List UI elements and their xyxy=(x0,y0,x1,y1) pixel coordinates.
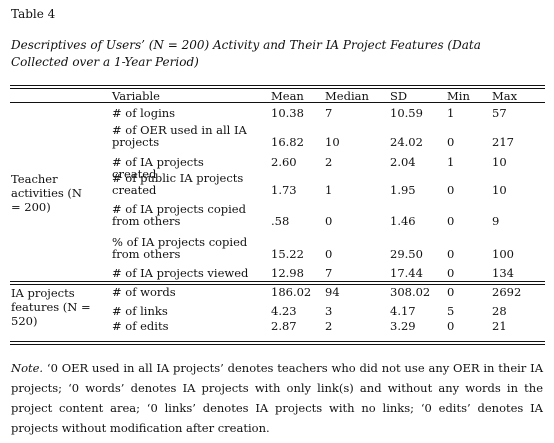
row-mean: 4.23 xyxy=(271,304,297,318)
row-median: 94 xyxy=(325,285,340,299)
row-sd: 308.02 xyxy=(390,285,431,299)
row-mean: 12.98 xyxy=(271,266,304,280)
row-min: 0 xyxy=(447,214,455,228)
row-sd: 2.04 xyxy=(390,155,416,169)
row-max: 100 xyxy=(492,247,514,261)
row-median: 2 xyxy=(325,319,333,333)
row-min: 1 xyxy=(447,106,455,120)
row-max: 217 xyxy=(492,135,514,149)
row-median: 0 xyxy=(325,214,333,228)
row-variable: # of links xyxy=(112,304,168,318)
row-median: 7 xyxy=(325,266,333,280)
row-sd: 3.29 xyxy=(390,319,416,333)
row-min: 0 xyxy=(447,266,455,280)
row-sd: 1.46 xyxy=(390,214,416,228)
row-variable: # of IA projects viewed xyxy=(112,266,249,280)
top-rule xyxy=(10,85,545,89)
row-mean: 15.22 xyxy=(271,247,304,261)
row-min: 0 xyxy=(447,183,455,197)
row-mean: 16.82 xyxy=(271,135,304,149)
row-max: 28 xyxy=(492,304,507,318)
row-mean: 2.87 xyxy=(271,319,297,333)
row-mean: 2.60 xyxy=(271,155,297,169)
row-max: 57 xyxy=(492,106,507,120)
row-variable: # of IA projects copied from others xyxy=(112,202,246,228)
row-sd: 24.02 xyxy=(390,135,423,149)
row-sd: 10.59 xyxy=(390,106,423,120)
group-separator-rule xyxy=(10,281,545,285)
header-variable: Variable xyxy=(112,89,160,103)
row-min: 5 xyxy=(447,304,455,318)
header-median: Median xyxy=(325,89,369,103)
row-min: 0 xyxy=(447,285,455,299)
header-sd: SD xyxy=(390,89,408,103)
group-label-teacher-activities: Teacher activities (N = 200) xyxy=(11,172,82,214)
row-min: 0 xyxy=(447,319,455,333)
header-mean: Mean xyxy=(271,89,304,103)
row-variable: # of logins xyxy=(112,106,176,120)
row-median: 2 xyxy=(325,155,333,169)
row-sd: 1.95 xyxy=(390,183,416,197)
table-note: Note. ‘0 OER used in all IA projects’ de… xyxy=(11,358,543,438)
row-min: 1 xyxy=(447,155,455,169)
note-label: Note. xyxy=(11,361,44,375)
row-mean: .58 xyxy=(271,214,290,228)
row-sd: 29.50 xyxy=(390,247,423,261)
row-median: 1 xyxy=(325,183,333,197)
row-median: 3 xyxy=(325,304,333,318)
row-median: 7 xyxy=(325,106,333,120)
header-max: Max xyxy=(492,89,518,103)
row-median: 10 xyxy=(325,135,340,149)
row-mean: 10.38 xyxy=(271,106,304,120)
row-max: 10 xyxy=(492,155,507,169)
row-mean: 1.73 xyxy=(271,183,297,197)
row-max: 2692 xyxy=(492,285,522,299)
header-min: Min xyxy=(447,89,470,103)
table-caption: Descriptives of Users’ (N = 200) Activit… xyxy=(11,38,481,69)
row-max: 9 xyxy=(492,214,500,228)
bottom-rule xyxy=(10,341,545,345)
group-label-ia-projects-features: IA projects features (N = 520) xyxy=(11,286,91,328)
row-max: 134 xyxy=(492,266,514,280)
row-max: 21 xyxy=(492,319,507,333)
row-sd: 4.17 xyxy=(390,304,416,318)
row-variable: # of public IA projects created xyxy=(112,171,244,197)
row-variable: # of IA projects created xyxy=(112,155,204,181)
row-min: 0 xyxy=(447,247,455,261)
note-text: ‘0 OER used in all IA projects’ denotes … xyxy=(11,361,543,435)
row-median: 0 xyxy=(325,247,333,261)
row-variable: # of edits xyxy=(112,319,169,333)
row-max: 10 xyxy=(492,183,507,197)
row-variable: # of words xyxy=(112,285,176,299)
header-rule xyxy=(10,102,545,103)
row-variable: % of IA projects copied from others xyxy=(112,235,248,261)
row-variable: # of OER used in all IA projects xyxy=(112,123,247,149)
table-label: Table 4 xyxy=(11,7,56,21)
row-sd: 17.44 xyxy=(390,266,423,280)
row-mean: 186.02 xyxy=(271,285,312,299)
row-min: 0 xyxy=(447,135,455,149)
